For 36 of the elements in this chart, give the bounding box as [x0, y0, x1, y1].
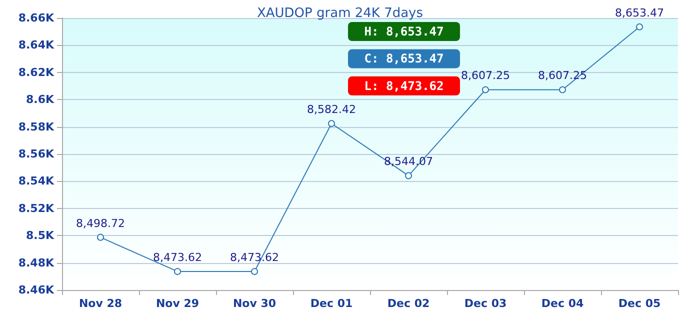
data-label: 8,607.25 [461, 69, 510, 82]
y-tick-label: 8.62K [18, 66, 54, 79]
annotation: L: 8,473.62 [364, 78, 444, 93]
y-tick-label: 8.46K [18, 284, 54, 296]
y-tick-label: 8.5K [26, 229, 54, 242]
chart-title: XAUDOP gram 24K 7days [256, 6, 424, 21]
y-tick-label: 8.66K [18, 12, 54, 24]
point [174, 268, 181, 275]
data-label: 8,653.47 [615, 6, 664, 20]
data-label: 8,582.42 [307, 103, 356, 116]
y-tick-label: 8.48K [18, 256, 54, 270]
point [328, 120, 335, 128]
x-tick-label: Nov 28 [78, 297, 122, 310]
point [559, 86, 566, 94]
x-tick-label: Dec 03 [464, 297, 507, 310]
point [482, 86, 489, 94]
x-tick-label: Dec 01 [310, 297, 353, 310]
point [251, 268, 258, 275]
x-tick-label: Nov 29 [156, 297, 200, 310]
data-label: 8,498.72 [76, 216, 125, 230]
y-tick-label: 8.6K [26, 93, 54, 106]
point [636, 23, 643, 30]
y-tick-label: 8.58K [18, 120, 54, 134]
x-tick-label: Nov 30 [232, 297, 276, 310]
y-tick-label: 8.54K [18, 174, 54, 188]
point [97, 234, 104, 241]
x-tick-label: Dec 05 [618, 297, 661, 310]
annotation: C: 8,653.47 [364, 52, 444, 66]
data-label: 8,473.62 [153, 250, 202, 264]
y-tick-label: 8.56K [18, 148, 54, 160]
y-tick-label: 8.52K [18, 202, 54, 215]
point [405, 172, 412, 180]
y-tick-label: 8.64K [18, 38, 54, 52]
x-tick-label: Dec 04 [541, 297, 584, 310]
x-tick-label: Dec 02 [387, 297, 430, 310]
annotation: H: 8,653.47 [364, 24, 444, 38]
